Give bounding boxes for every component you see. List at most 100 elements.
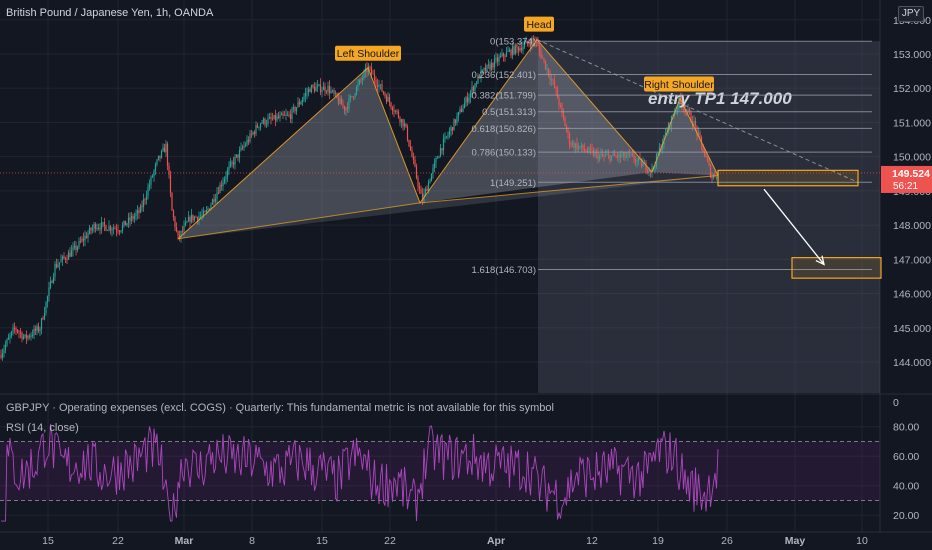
fib-level[interactable]: 0.618(150.826) [472, 124, 872, 135]
candle-body [231, 162, 233, 163]
candle [441, 147, 443, 155]
candle-body [9, 335, 11, 338]
currency-badge[interactable]: JPY [898, 6, 924, 22]
entry-zone[interactable] [717, 169, 859, 187]
candle-body [615, 155, 617, 157]
candle [111, 226, 113, 237]
candle [24, 334, 26, 339]
fib-level[interactable]: 0.382(151.799) [472, 91, 872, 102]
fib-level[interactable]: 0.236(152.401) [472, 70, 872, 81]
candle [31, 329, 34, 339]
fib-shaded-region [538, 41, 880, 393]
pattern-label[interactable]: Head [524, 16, 554, 32]
candle [517, 45, 520, 56]
candle-body [139, 205, 142, 213]
rsi-tick-label: 80.00 [893, 422, 919, 434]
fib-level[interactable]: 0.5(151.313) [482, 107, 872, 118]
candle [94, 222, 97, 233]
candle-body [333, 90, 335, 94]
dashed-trendline [536, 39, 859, 183]
candle-body [121, 225, 124, 231]
candle-body [145, 196, 148, 200]
candle-body [309, 89, 311, 93]
candle-body [208, 208, 211, 210]
candle [480, 65, 482, 83]
candle [531, 36, 533, 51]
candle-body [249, 133, 251, 142]
trade-zones[interactable] [0, 169, 882, 279]
candle [165, 140, 167, 157]
candle-body [105, 225, 107, 231]
candle [117, 224, 119, 235]
candle-body [466, 97, 469, 103]
candle [624, 151, 626, 162]
fib-level[interactable]: 0(153.374) [490, 37, 872, 48]
fundamental-metric-line: GBPJPY · Operating expenses (excl. COGS)… [6, 402, 554, 414]
candle [519, 41, 521, 53]
candle [561, 102, 563, 118]
time-axis[interactable]: 15 22 Mar 8 15 22 Apr 12 19 26 May 10 [42, 535, 868, 547]
candle-body [489, 64, 491, 70]
candle-body [135, 213, 137, 217]
fib-level[interactable]: 1(149.251) [490, 178, 872, 189]
candle-body [379, 84, 382, 86]
candle [352, 96, 355, 101]
candle [234, 153, 236, 170]
candle [148, 179, 151, 191]
candle [58, 262, 61, 271]
candle [294, 105, 296, 115]
candle [255, 121, 257, 137]
candle [225, 171, 227, 185]
target-zone[interactable] [791, 257, 882, 279]
candle-body [537, 42, 539, 46]
candle-body [276, 116, 278, 121]
candle [456, 112, 458, 126]
candle [636, 158, 638, 168]
candle-body [169, 175, 172, 193]
time-tick-label: Mar [175, 535, 194, 547]
candle-body [165, 143, 167, 153]
candle [283, 110, 286, 116]
candle [703, 148, 706, 158]
bar-countdown: 56:21 [893, 181, 918, 192]
candle-body [325, 91, 328, 93]
fib-level[interactable]: 0.786(150.133) [472, 148, 872, 159]
candle [279, 111, 281, 122]
pattern-label[interactable]: Right Shoulder [644, 76, 714, 92]
price-axis[interactable]: 154.000153.000152.000151.000150.000149.0… [881, 15, 932, 522]
candle-body [574, 143, 577, 149]
candle-body [18, 331, 20, 333]
candle-body [382, 91, 385, 94]
candle-body [352, 96, 355, 98]
candle-body [607, 154, 610, 156]
candle [1, 348, 4, 361]
candle [429, 178, 431, 184]
candle-body [88, 227, 91, 234]
candle-body [46, 296, 49, 303]
candle-body [199, 215, 202, 217]
candle-body [558, 98, 560, 106]
candle [406, 124, 409, 142]
candle-body [447, 134, 449, 137]
candle [715, 176, 718, 181]
candle [214, 193, 217, 204]
pattern-label[interactable]: Left Shoulder [335, 45, 401, 61]
candle-body [715, 176, 718, 178]
candle-body [285, 114, 287, 116]
candle [361, 74, 364, 86]
candle-body [201, 214, 203, 216]
fib-level[interactable]: 1.618(146.703) [472, 265, 872, 276]
candle-body [499, 55, 502, 57]
candle-body [297, 102, 299, 108]
candle [511, 42, 514, 60]
price-tick-label: 145.000 [893, 323, 931, 335]
candle-body [453, 119, 455, 131]
fibonacci-levels[interactable]: 0(153.374) 0.236(152.401) 0.382(151.799) 0.… [472, 37, 872, 276]
candle-body [268, 117, 271, 119]
symbol-title[interactable]: British Pound / Japanese Yen, 1h, OANDA [6, 7, 214, 19]
candle-body [219, 184, 221, 194]
time-tick-label: 19 [652, 535, 664, 547]
